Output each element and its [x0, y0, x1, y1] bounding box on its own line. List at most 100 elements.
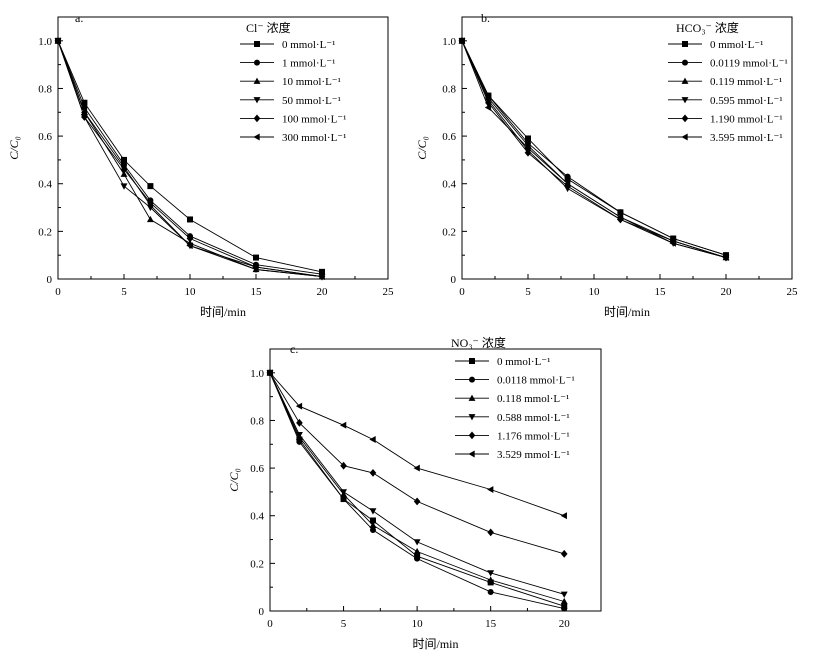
legend-label: 100 mmol·L⁻¹: [282, 113, 346, 125]
marker-triangle-up: [253, 77, 261, 84]
y-tick-label: 0: [259, 606, 265, 618]
marker-triangle-left: [560, 512, 567, 520]
marker-triangle-left: [487, 486, 494, 493]
marker-triangle-up: [487, 576, 495, 583]
legend-entry: 50 mmol·L⁻¹: [240, 95, 341, 107]
y-tick-label: 1.0: [38, 36, 52, 48]
legend-entry: 0.588 mmol·L⁻¹: [455, 412, 570, 424]
x-tick-label: 20: [559, 618, 571, 630]
legend-label: 0.588 mmol·L⁻¹: [497, 412, 570, 424]
marker-triangle-down: [369, 508, 377, 515]
legend-label: 3.529 mmol·L⁻¹: [497, 449, 570, 461]
series-line: [461, 40, 727, 256]
series-3: [458, 37, 730, 261]
y-axis-label: C/C₀: [227, 468, 241, 492]
marker-triangle-down: [120, 183, 128, 190]
legend-entry: 1 mmol·L⁻¹: [240, 58, 335, 70]
x-tick-label: 15: [485, 618, 497, 630]
legend-label: 0.119 mmol·L⁻¹: [710, 76, 782, 88]
marker-diamond: [296, 418, 303, 427]
legend-entry: 0.0119 mmol·L⁻¹: [668, 58, 788, 70]
x-tick-label: 20: [317, 286, 329, 298]
marker-triangle-left: [266, 369, 273, 377]
y-tick-label: 0.4: [38, 179, 52, 191]
marker-triangle-down: [253, 97, 261, 104]
marker-diamond: [340, 461, 347, 470]
series-line: [269, 372, 565, 607]
series-6: [54, 37, 325, 281]
marker-triangle-down: [487, 570, 495, 577]
legend-entry: 300 mmol·L⁻¹: [240, 132, 346, 144]
marker-triangle-left: [120, 163, 127, 171]
y-tick-label: 0.8: [38, 83, 52, 95]
marker-diamond: [120, 165, 128, 174]
y-tick-label: 1.0: [250, 368, 264, 380]
x-axis-label: 时间/min: [604, 305, 650, 319]
legend-label: 1.176 mmol·L⁻¹: [497, 430, 570, 442]
legend-label: 0 mmol·L⁻¹: [282, 39, 335, 51]
marker-triangle-left: [252, 263, 259, 271]
marker-triangle-left: [468, 450, 475, 458]
series-4: [458, 38, 730, 262]
x-tick-label: 0: [459, 286, 465, 298]
legend-label: 3.595 mmol·L⁻¹: [710, 132, 783, 144]
legend-label: 50 mmol·L⁻¹: [282, 95, 341, 107]
marker-triangle-left: [458, 37, 465, 45]
marker-square: [369, 517, 376, 524]
marker-diamond: [485, 98, 492, 107]
marker-square: [147, 183, 154, 190]
legend-entry: 100 mmol·L⁻¹: [240, 113, 346, 125]
legend-label: 0 mmol·L⁻¹: [497, 356, 550, 368]
series-line: [461, 40, 727, 259]
marker-triangle-left: [564, 180, 571, 188]
legend-entry: 0.595 mmol·L⁻¹: [668, 95, 783, 107]
marker-triangle-down: [295, 432, 303, 439]
marker-square: [682, 41, 688, 47]
y-tick-label: 0.8: [442, 83, 456, 95]
x-tick-label: 10: [589, 286, 601, 298]
series-6: [458, 37, 729, 262]
y-tick-label: 0: [47, 274, 53, 286]
legend-entry: 0.119 mmol·L⁻¹: [668, 76, 782, 88]
x-tick-label: 10: [185, 286, 197, 298]
series-1: [267, 369, 568, 610]
marker-triangle-left: [616, 213, 624, 221]
marker-diamond: [468, 431, 476, 440]
marker-circle: [340, 496, 347, 503]
marker-triangle-up: [560, 597, 568, 605]
legend-label: 0 mmol·L⁻¹: [710, 39, 763, 51]
series-5: [266, 368, 568, 558]
legend-entry: 1.176 mmol·L⁻¹: [455, 430, 570, 442]
legend-title: NO₃⁻ 浓度: [451, 335, 506, 350]
marker-triangle-up: [681, 77, 689, 84]
marker-triangle-left: [146, 201, 154, 209]
y-tick-label: 0.6: [38, 131, 52, 143]
marker-circle: [617, 209, 624, 216]
marker-diamond: [369, 468, 377, 477]
legend-label: 0.118 mmol·L⁻¹: [497, 393, 569, 405]
panel-label: b.: [481, 11, 490, 25]
legend-entry: 0 mmol·L⁻¹: [455, 356, 550, 368]
y-tick-label: 0.6: [442, 131, 456, 143]
series-2: [267, 369, 568, 612]
series-line: [461, 40, 727, 259]
marker-circle: [414, 555, 421, 562]
marker-diamond: [487, 528, 494, 537]
marker-diamond: [147, 198, 154, 207]
legend-label: 0.0118 mmol·L⁻¹: [497, 375, 575, 387]
y-tick-label: 1.0: [442, 36, 456, 48]
x-tick-label: 10: [412, 618, 424, 630]
y-tick-label: 0.8: [250, 415, 264, 427]
marker-circle: [369, 527, 376, 534]
x-tick-label: 20: [721, 286, 733, 298]
marker-square: [187, 216, 193, 223]
marker-triangle-left: [484, 104, 492, 111]
legend-label: 0.595 mmol·L⁻¹: [710, 95, 783, 107]
x-tick-label: 0: [55, 286, 61, 298]
marker-circle: [564, 173, 571, 180]
legend-label: 10 mmol·L⁻¹: [282, 76, 341, 88]
plot-frame: [461, 16, 793, 280]
marker-triangle-left: [413, 464, 420, 472]
marker-triangle-left: [318, 273, 325, 281]
